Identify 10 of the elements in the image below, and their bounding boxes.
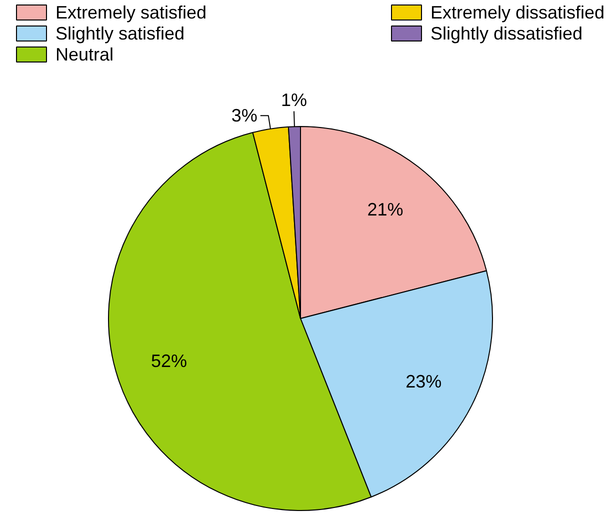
data-label: 21% bbox=[367, 199, 404, 220]
data-label: 3% bbox=[231, 106, 258, 126]
data-label: 52% bbox=[151, 351, 188, 372]
legend-label: Slightly dissatisfied bbox=[430, 24, 583, 44]
legend-label: Extremely dissatisfied bbox=[430, 2, 605, 22]
legend-label: Slightly satisfied bbox=[56, 24, 185, 44]
legend-label: Extremely satisfied bbox=[56, 2, 207, 22]
data-label: 1% bbox=[280, 90, 307, 110]
legend-label: Neutral bbox=[56, 44, 114, 64]
data-label: 23% bbox=[406, 371, 442, 392]
